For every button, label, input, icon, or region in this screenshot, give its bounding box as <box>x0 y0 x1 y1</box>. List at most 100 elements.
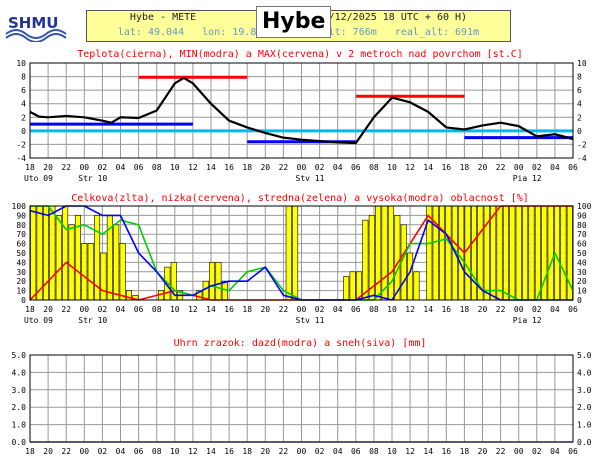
y-tick-label-left: 20 <box>16 277 26 286</box>
y-tick-label-right: 6 <box>577 86 582 95</box>
x-hour-label: 00 <box>79 163 89 172</box>
x-hour-label: 02 <box>532 447 542 456</box>
x-hour-label: 18 <box>242 305 252 314</box>
x-hour-label: 08 <box>152 163 162 172</box>
y-tick-label-right: 40 <box>577 258 587 267</box>
x-hour-label: 20 <box>260 163 270 172</box>
x-hour-label: 06 <box>568 305 578 314</box>
x-hour-label: 12 <box>188 447 198 456</box>
x-hour-label: 20 <box>43 305 53 314</box>
x-hour-label: 14 <box>423 447 433 456</box>
x-hour-label: 22 <box>61 447 71 456</box>
x-hour-label: 10 <box>170 305 180 314</box>
cloud-total-bar <box>470 205 477 301</box>
x-hour-label: 06 <box>568 163 578 172</box>
x-hour-label: 16 <box>224 305 234 314</box>
x-hour-label: 10 <box>387 305 397 314</box>
cloud-total-bar <box>387 205 394 301</box>
x-hour-label: 04 <box>550 163 560 172</box>
x-hour-label: 18 <box>242 447 252 456</box>
y-tick-label-right: 0 <box>577 296 582 305</box>
chart-panel-1: Teplota(cierna), MIN(modra) a MAX(cerven… <box>16 49 586 183</box>
x-hour-label: 00 <box>297 305 307 314</box>
cloud-total-bar <box>445 205 452 301</box>
chart-title-3: Uhrn zrazok: dazd(modra) a sneh(siva) [m… <box>174 338 427 349</box>
x-hour-label: 00 <box>297 447 307 456</box>
chart-panel-2: Celkova(zlta), nizka(cervena), stredna(z… <box>12 193 592 325</box>
x-hour-label: 04 <box>116 447 126 456</box>
y-tick-label-right: 0.0 <box>577 438 592 447</box>
x-hour-label: 18 <box>25 305 35 314</box>
x-hour-label: 10 <box>170 163 180 172</box>
y-tick-label-left: 0 <box>21 127 26 136</box>
x-hour-label: 22 <box>496 305 506 314</box>
cloud-total-bar <box>202 280 209 301</box>
x-hour-label: 12 <box>405 447 415 456</box>
cloud-total-bar <box>439 205 446 301</box>
x-day-label: Stv 11 <box>296 174 325 183</box>
x-hour-label: 18 <box>25 163 35 172</box>
cloud-total-bar <box>30 205 37 301</box>
x-hour-label: 06 <box>134 447 144 456</box>
cloud-total-bar <box>490 205 497 301</box>
y-tick-label-left: -4 <box>16 154 26 163</box>
cloud-total-bar <box>349 271 356 301</box>
cloud-total-bar <box>458 205 465 301</box>
y-tick-label-right: 20 <box>577 277 587 286</box>
x-hour-label: 18 <box>460 305 470 314</box>
x-hour-label: 16 <box>441 163 451 172</box>
y-tick-label-left: 2 <box>21 113 26 122</box>
y-tick-label-left: -2 <box>16 140 26 149</box>
y-tick-label-left: 4 <box>21 100 26 109</box>
y-tick-label-right: 10 <box>577 59 587 68</box>
cloud-total-bar <box>113 224 120 301</box>
y-tick-label-right: 4.0 <box>577 368 592 377</box>
x-hour-label: 20 <box>260 305 270 314</box>
shmu-logo-text: SHMU <box>8 14 58 32</box>
y-tick-label-left: 6 <box>21 86 26 95</box>
x-hour-label: 02 <box>98 305 108 314</box>
x-hour-label: 04 <box>550 447 560 456</box>
x-hour-label: 06 <box>351 305 361 314</box>
y-tick-label-left: 2.0 <box>12 403 27 412</box>
x-day-label: Pia 12 <box>513 316 542 325</box>
x-hour-label: 04 <box>116 305 126 314</box>
x-hour-label: 22 <box>279 447 289 456</box>
cloud-total-bar <box>362 219 369 301</box>
cloud-total-bar <box>36 205 43 301</box>
x-hour-label: 04 <box>116 163 126 172</box>
cloud-total-bar <box>62 205 69 301</box>
cloud-total-bar <box>528 205 535 301</box>
x-hour-label: 04 <box>333 447 343 456</box>
chart-title-2: Celkova(zlta), nizka(cervena), stredna(z… <box>71 193 529 204</box>
y-tick-label-right: 8 <box>577 73 582 82</box>
y-tick-label-left: 40 <box>16 258 26 267</box>
x-hour-label: 02 <box>315 447 325 456</box>
cloud-total-bar <box>81 243 88 301</box>
cloud-total-bar <box>119 243 126 301</box>
x-hour-label: 22 <box>279 305 289 314</box>
x-hour-label: 20 <box>260 447 270 456</box>
x-hour-label: 10 <box>387 163 397 172</box>
y-tick-label-right: 100 <box>577 202 592 211</box>
cloud-total-bar <box>292 205 299 301</box>
temperature-line <box>29 76 574 145</box>
cloud-total-bar <box>209 262 216 301</box>
x-day-label: Stv 11 <box>296 316 325 325</box>
y-tick-label-right: 0 <box>577 127 582 136</box>
cloud-total-bar <box>496 205 503 301</box>
cloud-total-bar <box>55 215 62 301</box>
x-hour-label: 00 <box>297 163 307 172</box>
x-hour-label: 20 <box>478 163 488 172</box>
x-hour-label: 20 <box>43 447 53 456</box>
x-day-label: Str 10 <box>78 316 107 325</box>
x-hour-label: 22 <box>61 305 71 314</box>
x-hour-label: 18 <box>460 163 470 172</box>
x-hour-label: 08 <box>152 305 162 314</box>
y-tick-label-left: 0.0 <box>12 438 27 447</box>
chart-panel-3: Uhrn zrazok: dazd(modra) a sneh(siva) [m… <box>12 338 592 456</box>
x-hour-label: 20 <box>478 447 488 456</box>
x-hour-label: 20 <box>43 163 53 172</box>
y-tick-label-left: 100 <box>12 202 27 211</box>
y-tick-label-left: 1.0 <box>12 421 27 430</box>
